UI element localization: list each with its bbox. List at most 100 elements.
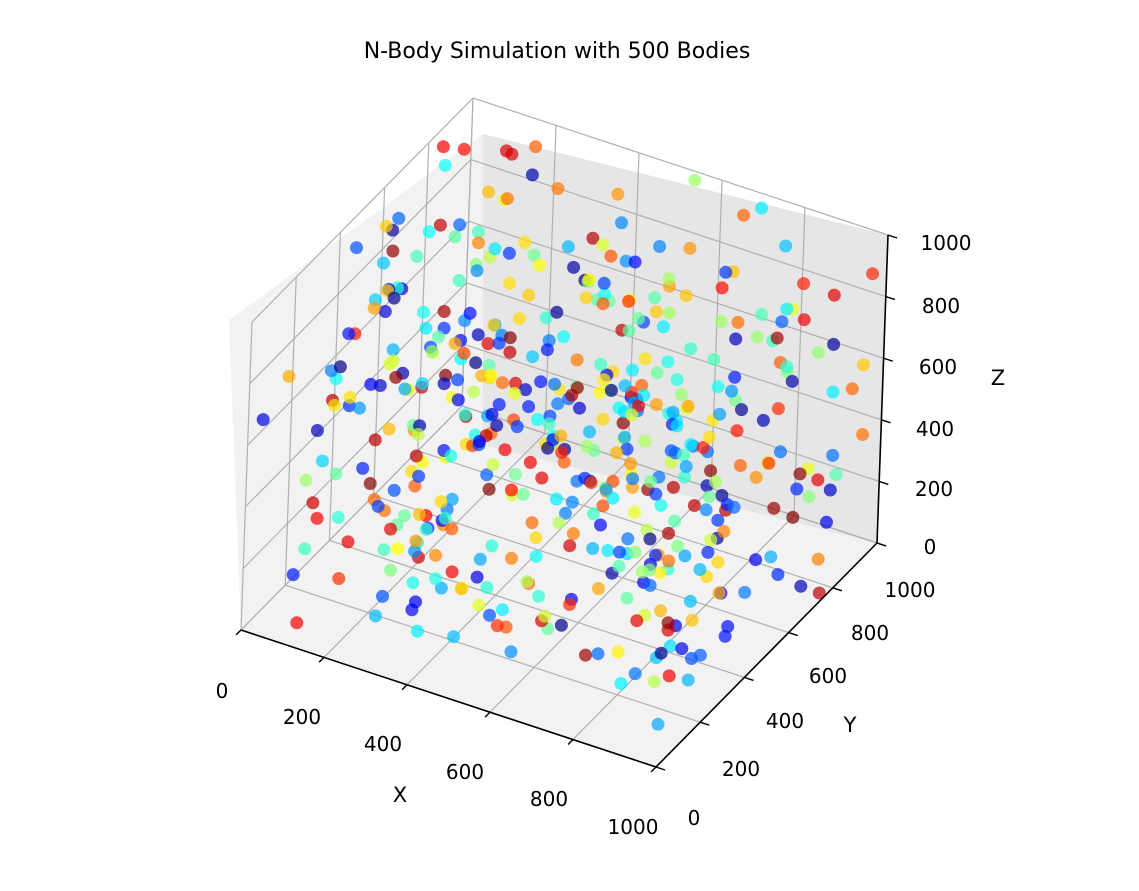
body-point (668, 514, 682, 528)
body-point (559, 506, 572, 520)
grid-line (249, 159, 472, 385)
body-point (573, 401, 586, 415)
body-point (764, 550, 778, 564)
body-point (527, 248, 541, 262)
body-point (341, 535, 355, 549)
body-point (696, 441, 710, 454)
body-point (827, 337, 841, 351)
x-tick-label-1000: 1000 (608, 815, 659, 839)
body-point (644, 474, 657, 488)
body-point (653, 566, 667, 580)
body-point (565, 388, 579, 402)
body-point (356, 461, 370, 475)
body-point (725, 384, 739, 398)
body-point (643, 532, 657, 546)
body-point (604, 249, 618, 263)
body-point (756, 413, 770, 427)
body-point (654, 498, 668, 512)
body-point (452, 274, 466, 287)
body-point (363, 477, 377, 490)
data-points (256, 140, 880, 731)
body-point (538, 609, 552, 623)
body-point (857, 358, 870, 372)
body-point (676, 448, 690, 462)
body-point (570, 353, 584, 367)
body-point (542, 417, 556, 431)
body-point (512, 312, 526, 326)
body-point (471, 328, 485, 342)
body-point (611, 645, 625, 659)
body-point (445, 522, 459, 536)
body-point (622, 294, 636, 308)
grid-line (461, 405, 878, 544)
body-point (408, 544, 422, 558)
body-point (643, 578, 657, 592)
body-point (529, 140, 543, 154)
grid-line (470, 159, 886, 298)
body-point (735, 403, 748, 417)
body-point (392, 211, 406, 225)
x-tick-mark (401, 684, 408, 691)
body-point (387, 291, 401, 305)
body-point (343, 390, 357, 404)
body-point (447, 630, 461, 644)
body-point (678, 470, 691, 484)
body-point (845, 382, 859, 396)
body-point (594, 358, 608, 371)
y-tick-label-200: 200 (722, 757, 760, 781)
body-point (721, 620, 735, 633)
body-point (731, 315, 745, 329)
body-point (492, 398, 506, 411)
y-tick-mark (832, 587, 843, 592)
body-point (470, 570, 484, 584)
body-point (454, 582, 468, 596)
body-point (503, 345, 517, 359)
body-point (601, 544, 615, 557)
body-point (683, 594, 697, 608)
body-point (684, 342, 698, 356)
body-point (473, 435, 486, 448)
body-point (387, 483, 401, 497)
body-point (519, 383, 532, 397)
body-point (433, 218, 447, 232)
body-point (729, 332, 743, 346)
body-point (737, 208, 751, 222)
x-axis-label: X (393, 783, 407, 807)
body-point (683, 241, 697, 255)
body-point (552, 516, 566, 530)
body-point (626, 472, 640, 486)
body-point (701, 545, 715, 559)
body-point (505, 551, 518, 565)
body-point (596, 238, 610, 252)
z-tick-label-800: 800 (922, 294, 960, 318)
body-point (256, 413, 270, 427)
body-point (820, 515, 833, 529)
y-tick-label-1000: 1000 (885, 578, 936, 602)
body-point (790, 482, 804, 496)
body-point (779, 239, 793, 253)
body-point (534, 375, 548, 389)
body-point (484, 368, 498, 382)
body-point (670, 373, 684, 387)
body-point (656, 320, 670, 334)
body-point (510, 420, 524, 434)
body-point (286, 568, 300, 582)
body-point (367, 301, 381, 315)
body-point (353, 401, 366, 415)
body-point (684, 438, 698, 451)
body-point (563, 598, 577, 611)
body-point (425, 344, 439, 358)
z-axis-label: Z (991, 366, 1005, 390)
z-tick-mark (885, 295, 896, 301)
body-point (332, 572, 346, 585)
body-point (711, 513, 725, 527)
body-point (586, 542, 600, 555)
body-point (702, 430, 716, 444)
body-point (797, 313, 811, 327)
body-point (780, 360, 794, 374)
body-point (376, 589, 389, 603)
body-point (775, 315, 789, 329)
body-point (438, 158, 452, 172)
body-point (422, 225, 436, 239)
